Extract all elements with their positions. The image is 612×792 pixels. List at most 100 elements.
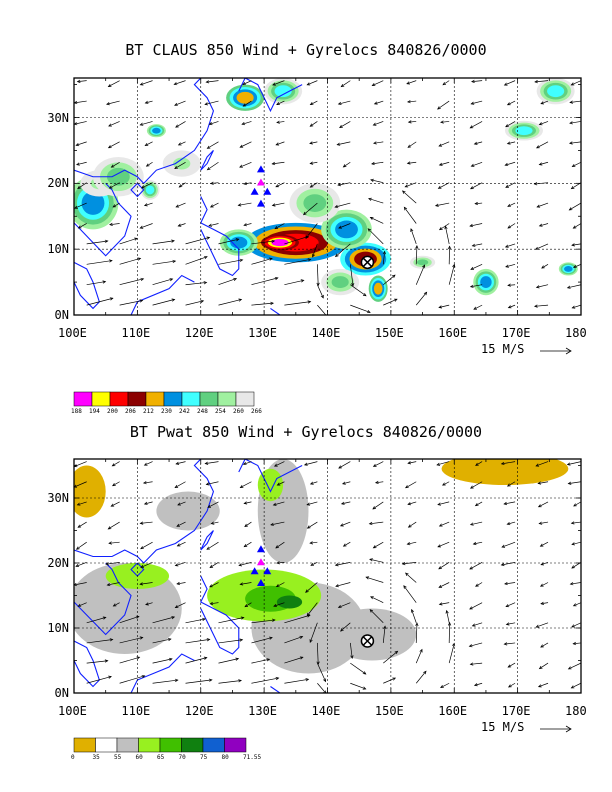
wind-vector-head	[475, 462, 479, 466]
wind-vector-head	[401, 190, 406, 194]
wind-vector	[507, 141, 516, 145]
wind-vector	[284, 301, 311, 306]
wind-vector-head	[336, 142, 341, 146]
wind-vector	[312, 243, 318, 257]
wind-vector	[152, 616, 175, 624]
wind-vector-head	[471, 623, 476, 627]
wind-vector-head	[507, 283, 511, 287]
wind-vector	[340, 622, 351, 632]
wind-vector-head	[140, 564, 144, 568]
wind-vector	[436, 461, 450, 466]
wind-vector-head	[568, 207, 573, 211]
wind-vector	[335, 582, 351, 587]
wind-vector	[448, 264, 455, 285]
wind-vector-head	[275, 545, 279, 549]
wind-vector	[238, 202, 252, 206]
wind-vector-head	[538, 223, 543, 227]
wind-vector	[112, 202, 120, 208]
wind-vector	[243, 100, 252, 107]
wind-vector-head	[274, 276, 279, 281]
wind-vector	[152, 278, 173, 286]
legend-swatch	[163, 391, 183, 407]
wind-vector-head	[423, 291, 428, 296]
wind-vector	[383, 651, 398, 664]
wind-vector	[284, 636, 303, 644]
wind-vector-head	[473, 683, 478, 687]
wind-vector-head	[238, 298, 243, 302]
wind-vector	[272, 161, 285, 165]
legend-label: 65	[157, 754, 165, 761]
wind-vector	[573, 263, 581, 268]
wind-vector	[403, 585, 417, 603]
wind-vector-head	[300, 279, 305, 283]
wind-vector-head	[469, 566, 473, 570]
wind-vector	[152, 299, 175, 306]
wind-vector	[152, 638, 171, 644]
wind-vector	[218, 658, 239, 664]
wind-vector	[209, 121, 219, 125]
wind-vector-head	[372, 545, 377, 549]
wind-vector	[442, 481, 450, 486]
wind-vector	[242, 80, 252, 85]
wind-vector	[276, 121, 285, 123]
wind-vector	[317, 304, 327, 315]
wind-vector-head	[275, 584, 280, 588]
wind-vector-head	[362, 292, 367, 297]
wind-vector	[78, 223, 87, 229]
wind-vector	[175, 121, 186, 128]
wind-vector	[276, 141, 285, 146]
wind-vector	[472, 243, 483, 247]
wind-vector-head	[144, 100, 149, 104]
wind-vector	[77, 80, 87, 82]
wind-vector-head	[438, 584, 443, 588]
wind-vector-head	[391, 274, 396, 278]
coastline	[74, 640, 100, 688]
wind-vector	[146, 161, 153, 167]
wind-vector	[439, 223, 450, 231]
wind-vector	[350, 662, 366, 675]
wind-vector	[175, 562, 186, 566]
legend-label: 242	[179, 408, 190, 415]
wind-vector-head	[506, 141, 511, 145]
wind-vector	[218, 259, 243, 265]
wind-vector-head	[200, 299, 205, 303]
wind-vector-head	[571, 243, 575, 247]
wind-vector-head	[533, 182, 538, 186]
wind-vector-head	[437, 185, 442, 189]
cloud-patch	[416, 259, 429, 266]
wind-vector	[251, 240, 275, 245]
wind-vector	[174, 100, 186, 106]
wind-vector	[207, 501, 219, 508]
wind-vector	[342, 481, 351, 485]
cloud-patch	[335, 220, 358, 239]
wind-vector-head	[438, 162, 443, 166]
wind-vector-head	[136, 656, 141, 660]
wind-vector	[439, 602, 450, 605]
wind-vector-head	[204, 461, 209, 465]
wind-vector-head	[307, 258, 312, 262]
wind-vector-head	[303, 211, 307, 216]
wind-vector	[469, 602, 483, 610]
y-tick-label: 10N	[47, 242, 69, 257]
wind-vector-head	[271, 161, 276, 166]
wind-vector-head	[472, 541, 477, 546]
wind-vector-head	[77, 225, 82, 229]
wind-vector-head	[506, 521, 511, 526]
wind-vector	[470, 481, 483, 489]
wind-vector	[276, 562, 285, 564]
wind-vector-head	[309, 541, 314, 545]
wind-vector-head	[139, 636, 144, 640]
wind-vector-head	[342, 543, 347, 547]
wind-vector	[107, 582, 120, 586]
cloud-patch	[480, 276, 492, 289]
wind-vector-head	[470, 266, 474, 270]
wind-vector-head	[369, 558, 373, 562]
wind-vector-head	[276, 561, 280, 565]
wind-vector-head	[371, 161, 375, 166]
wind-vector	[109, 223, 120, 226]
wind-vector	[76, 161, 87, 166]
wind-vector	[272, 80, 285, 86]
wind-vector	[504, 642, 516, 645]
wind-vector-head	[475, 583, 479, 587]
wind-vector-head	[571, 624, 575, 628]
